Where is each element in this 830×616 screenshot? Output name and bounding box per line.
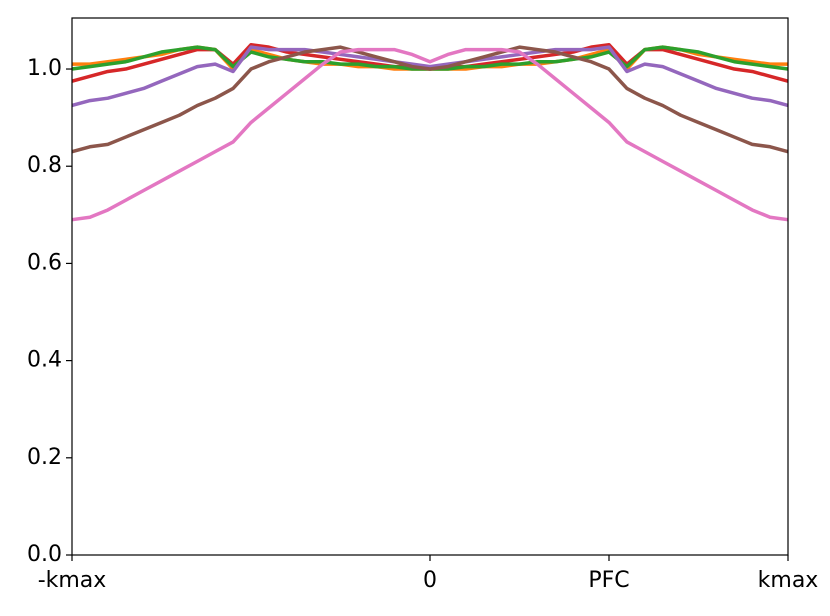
plot-frame bbox=[71, 17, 789, 556]
y-tick-label: 0.4 bbox=[27, 348, 62, 373]
series-line bbox=[71, 45, 789, 108]
x-tick-label: -kmax bbox=[38, 568, 107, 593]
x-tick-label: 0 bbox=[423, 568, 437, 593]
series-line bbox=[71, 45, 789, 154]
y-tick-label: 1.0 bbox=[27, 56, 62, 81]
x-tick-label: PFC bbox=[588, 568, 629, 593]
y-tick-label: 0.2 bbox=[27, 445, 62, 470]
y-tick-label: 0.8 bbox=[27, 153, 62, 178]
y-tick-label: 0.6 bbox=[27, 250, 62, 275]
series-line bbox=[71, 47, 789, 222]
y-tick-label: 0.0 bbox=[27, 542, 62, 567]
x-tick-label: kmax bbox=[758, 568, 819, 593]
